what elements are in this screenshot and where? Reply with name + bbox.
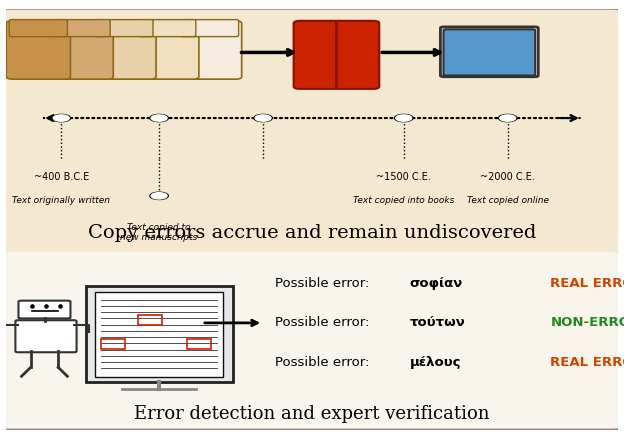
Circle shape — [150, 192, 168, 200]
Text: Text copied into books: Text copied into books — [353, 196, 454, 205]
FancyBboxPatch shape — [6, 21, 71, 79]
Text: REAL ERROR: REAL ERROR — [550, 355, 624, 368]
Circle shape — [151, 193, 167, 199]
Circle shape — [52, 115, 71, 122]
Text: σοφίαν: σοφίαν — [410, 277, 463, 290]
FancyBboxPatch shape — [85, 286, 233, 381]
Text: μέλους: μέλους — [410, 355, 461, 368]
FancyBboxPatch shape — [0, 251, 624, 430]
Circle shape — [499, 115, 517, 122]
Circle shape — [150, 115, 168, 122]
Circle shape — [151, 115, 167, 121]
FancyBboxPatch shape — [294, 21, 379, 89]
FancyBboxPatch shape — [92, 21, 156, 79]
FancyBboxPatch shape — [49, 21, 113, 79]
Text: ~2000 C.E.: ~2000 C.E. — [480, 171, 535, 181]
Text: Copy errors accrue and remain undiscovered: Copy errors accrue and remain undiscover… — [88, 224, 536, 242]
Circle shape — [394, 115, 413, 122]
Circle shape — [255, 115, 271, 121]
Text: Possible error:: Possible error: — [275, 277, 374, 290]
Text: Possible error:: Possible error: — [275, 316, 374, 329]
Circle shape — [53, 115, 69, 121]
Text: Text copied online: Text copied online — [467, 196, 548, 205]
Text: ~1500 C.E.: ~1500 C.E. — [376, 171, 431, 181]
Text: Error detection and expert verification: Error detection and expert verification — [134, 404, 490, 423]
Text: τούτων: τούτων — [410, 316, 466, 329]
Circle shape — [500, 115, 515, 121]
FancyBboxPatch shape — [177, 21, 241, 79]
Text: Text originally written: Text originally written — [12, 196, 110, 205]
FancyBboxPatch shape — [0, 9, 624, 254]
Text: Possible error:: Possible error: — [275, 355, 374, 368]
FancyBboxPatch shape — [9, 20, 67, 36]
FancyBboxPatch shape — [135, 21, 199, 79]
FancyBboxPatch shape — [52, 20, 110, 36]
Text: ~400 B.C.E: ~400 B.C.E — [34, 171, 89, 181]
Circle shape — [396, 115, 412, 121]
FancyBboxPatch shape — [95, 292, 223, 377]
FancyBboxPatch shape — [16, 320, 77, 352]
FancyBboxPatch shape — [444, 30, 535, 76]
Text: Text copied to
new manuscripts: Text copied to new manuscripts — [120, 223, 198, 242]
Circle shape — [254, 115, 272, 122]
FancyBboxPatch shape — [95, 20, 153, 36]
Text: NON-ERROR: NON-ERROR — [550, 316, 624, 329]
FancyBboxPatch shape — [138, 20, 196, 36]
FancyBboxPatch shape — [180, 20, 238, 36]
FancyBboxPatch shape — [19, 301, 71, 319]
Text: REAL ERROR: REAL ERROR — [550, 277, 624, 290]
